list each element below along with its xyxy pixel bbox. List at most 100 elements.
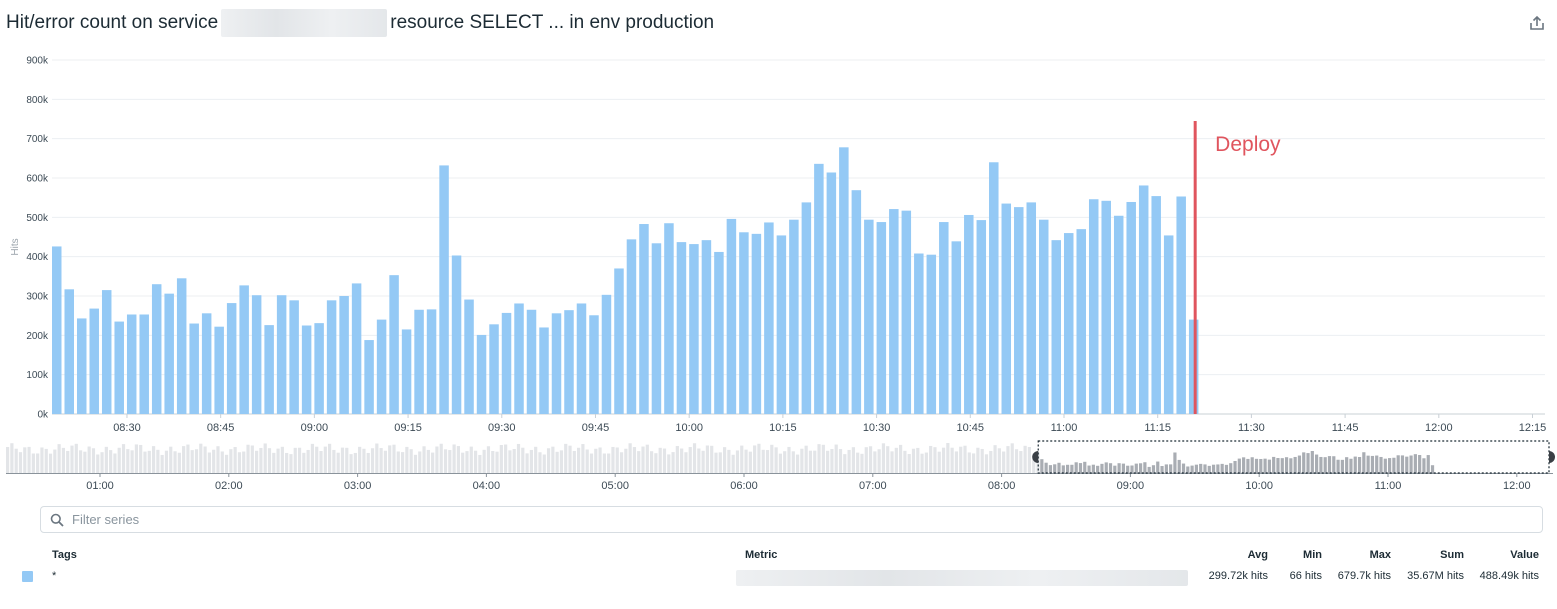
filter-series-input[interactable]: [70, 511, 1542, 528]
bar[interactable]: [951, 241, 962, 414]
bar[interactable]: [564, 310, 574, 414]
legend-header-min[interactable]: Min: [1303, 549, 1322, 561]
bar[interactable]: [476, 334, 487, 414]
bar[interactable]: [214, 326, 224, 414]
bar[interactable]: [1138, 185, 1149, 414]
bar[interactable]: [589, 315, 599, 414]
bar[interactable]: [1063, 233, 1074, 414]
bar[interactable]: [939, 222, 949, 414]
bar[interactable]: [689, 244, 699, 414]
bar[interactable]: [739, 232, 749, 414]
bar[interactable]: [676, 242, 687, 414]
bar[interactable]: [339, 296, 349, 414]
bar[interactable]: [776, 235, 787, 414]
bar[interactable]: [176, 278, 187, 414]
bar[interactable]: [251, 295, 262, 414]
bar[interactable]: [126, 314, 137, 414]
bar[interactable]: [801, 202, 812, 414]
bar[interactable]: [376, 319, 387, 414]
bar[interactable]: [851, 190, 862, 414]
bar[interactable]: [64, 289, 74, 414]
bar[interactable]: [1101, 200, 1111, 414]
bar[interactable]: [351, 283, 362, 414]
bar[interactable]: [1051, 240, 1062, 414]
bar[interactable]: [864, 219, 874, 414]
bar[interactable]: [52, 246, 62, 414]
bar[interactable]: [539, 327, 549, 414]
bar[interactable]: [276, 295, 287, 414]
bar[interactable]: [151, 284, 162, 414]
bar[interactable]: [614, 268, 624, 414]
bar[interactable]: [1014, 207, 1024, 414]
bar[interactable]: [664, 223, 674, 414]
bar[interactable]: [464, 299, 474, 414]
bar[interactable]: [526, 309, 537, 414]
bar[interactable]: [889, 209, 899, 414]
legend-header-tags[interactable]: Tags: [52, 549, 77, 561]
bar[interactable]: [1088, 199, 1099, 414]
bar[interactable]: [1176, 196, 1186, 414]
bar[interactable]: [239, 285, 249, 414]
bar[interactable]: [651, 243, 662, 414]
bar[interactable]: [976, 220, 987, 414]
bar[interactable]: [389, 275, 399, 414]
bar[interactable]: [139, 314, 149, 414]
bar[interactable]: [114, 321, 124, 414]
share-export-icon[interactable]: [1527, 13, 1547, 33]
bar[interactable]: [301, 325, 312, 415]
bar[interactable]: [201, 313, 212, 414]
bar[interactable]: [226, 303, 237, 414]
bar[interactable]: [1151, 196, 1161, 414]
filter-series-field[interactable]: [40, 506, 1543, 533]
bar[interactable]: [101, 290, 112, 414]
overview-left-handle[interactable]: [1032, 451, 1039, 463]
overview-right-handle[interactable]: [1549, 451, 1555, 463]
bar[interactable]: [326, 300, 337, 414]
bar[interactable]: [989, 162, 999, 414]
bar[interactable]: [926, 254, 937, 414]
bar[interactable]: [914, 253, 924, 414]
bar[interactable]: [1076, 229, 1086, 414]
bar[interactable]: [601, 294, 612, 414]
legend-header-sum[interactable]: Sum: [1440, 549, 1464, 561]
bar[interactable]: [1126, 201, 1136, 414]
bar[interactable]: [839, 147, 849, 414]
bar[interactable]: [289, 300, 299, 414]
bar[interactable]: [401, 329, 412, 414]
bar[interactable]: [626, 239, 637, 414]
bar[interactable]: [514, 303, 524, 414]
bar[interactable]: [726, 218, 737, 414]
bar[interactable]: [314, 323, 324, 414]
bar[interactable]: [751, 233, 762, 414]
bar[interactable]: [164, 293, 174, 414]
bar[interactable]: [189, 323, 199, 414]
bar[interactable]: [964, 214, 974, 414]
legend-header-metric[interactable]: Metric: [745, 549, 778, 561]
bar[interactable]: [1163, 235, 1174, 414]
legend-header-max[interactable]: Max: [1369, 549, 1391, 561]
bar[interactable]: [1026, 202, 1037, 414]
bar[interactable]: [264, 325, 274, 414]
bar[interactable]: [1113, 215, 1124, 414]
bar[interactable]: [364, 340, 374, 414]
bar[interactable]: [89, 308, 99, 414]
bar[interactable]: [639, 224, 649, 414]
bar[interactable]: [901, 210, 912, 414]
bar[interactable]: [551, 313, 562, 414]
bar[interactable]: [426, 309, 437, 414]
bar[interactable]: [814, 163, 824, 414]
bar[interactable]: [764, 222, 774, 414]
bar[interactable]: [1039, 219, 1049, 414]
legend-header-avg[interactable]: Avg: [1247, 549, 1268, 561]
bar[interactable]: [501, 312, 512, 414]
bar[interactable]: [489, 324, 499, 414]
bar[interactable]: [439, 165, 449, 414]
bar[interactable]: [576, 303, 587, 414]
bar[interactable]: [701, 240, 712, 414]
overview-navigator[interactable]: 01:00 02:00 03:00 04:00 05:00 06:00 07:00 08:00…: [0, 438, 1557, 498]
bar[interactable]: [826, 172, 837, 414]
bar[interactable]: [789, 219, 799, 414]
bar[interactable]: [1001, 203, 1012, 414]
bar[interactable]: [451, 255, 462, 414]
main-bar-chart[interactable]: 0k 100k 200k 300k 400k 500k 600k 700k 800k 900k H…: [0, 40, 1557, 480]
